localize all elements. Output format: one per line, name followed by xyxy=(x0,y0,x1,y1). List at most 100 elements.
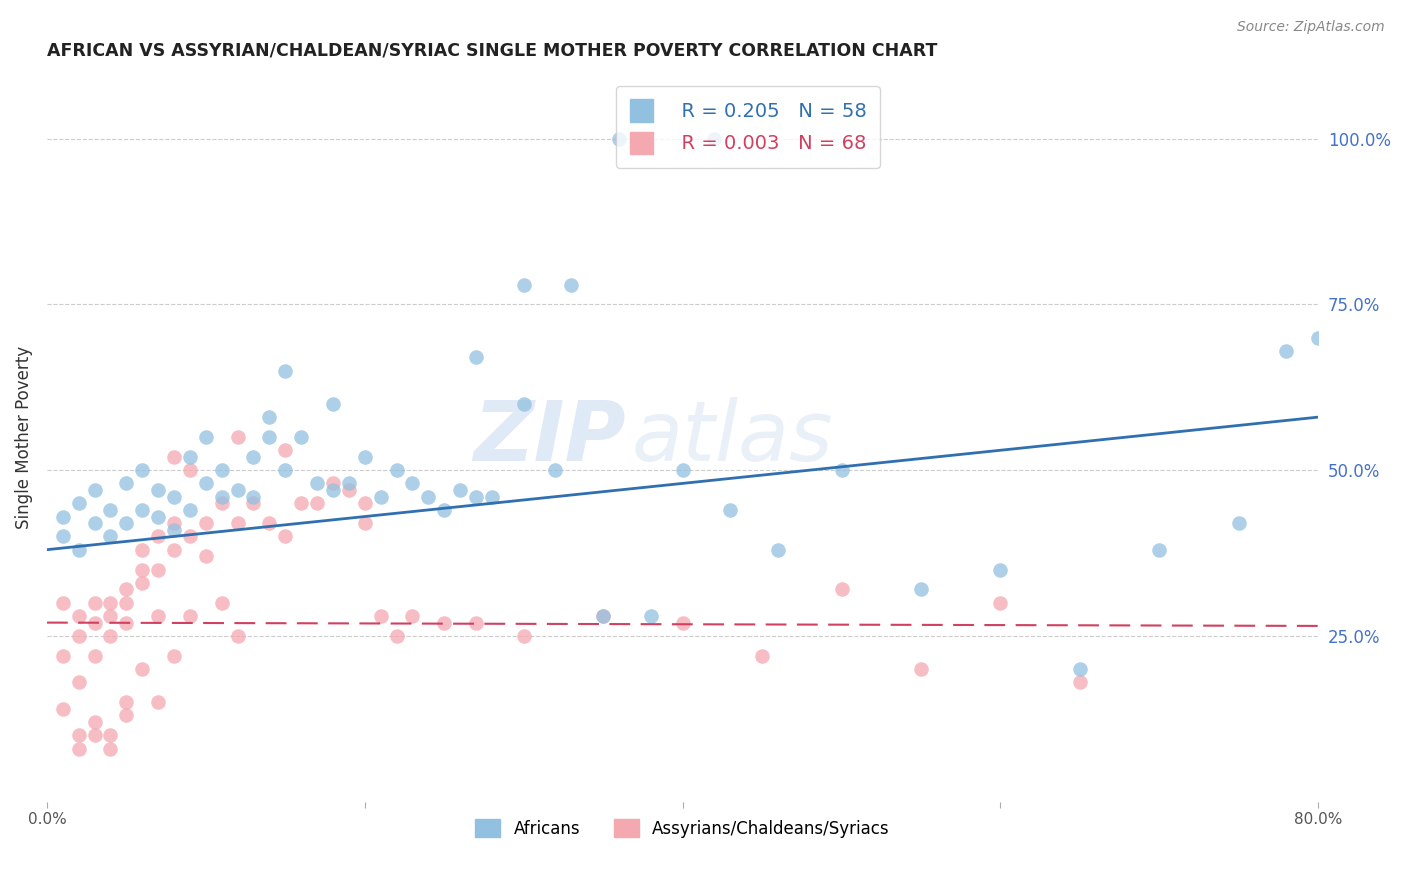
Point xyxy=(1227,516,1250,531)
Point xyxy=(131,575,153,590)
Point xyxy=(179,450,201,464)
Point xyxy=(211,463,233,477)
Point xyxy=(274,529,297,543)
Point xyxy=(242,490,264,504)
Point xyxy=(146,695,169,709)
Point xyxy=(179,503,201,517)
Point xyxy=(751,648,773,663)
Point xyxy=(290,430,312,444)
Point xyxy=(449,483,471,497)
Point xyxy=(370,490,392,504)
Point xyxy=(226,516,249,531)
Point xyxy=(67,496,90,510)
Point xyxy=(703,132,725,146)
Point xyxy=(179,609,201,624)
Point xyxy=(179,529,201,543)
Point xyxy=(146,529,169,543)
Point xyxy=(115,695,138,709)
Point xyxy=(131,542,153,557)
Point xyxy=(1069,662,1091,676)
Point xyxy=(163,542,186,557)
Point xyxy=(194,430,217,444)
Point xyxy=(433,615,456,630)
Point xyxy=(1308,330,1330,344)
Point xyxy=(194,516,217,531)
Point xyxy=(146,563,169,577)
Point xyxy=(131,463,153,477)
Point xyxy=(1275,343,1298,358)
Point xyxy=(83,483,105,497)
Point xyxy=(337,476,360,491)
Point xyxy=(353,450,375,464)
Point xyxy=(100,741,122,756)
Point xyxy=(115,582,138,597)
Point xyxy=(322,483,344,497)
Point xyxy=(607,132,630,146)
Point xyxy=(226,430,249,444)
Point xyxy=(83,728,105,742)
Point xyxy=(401,476,423,491)
Point xyxy=(290,496,312,510)
Point xyxy=(560,277,582,292)
Point xyxy=(592,609,614,624)
Point xyxy=(163,490,186,504)
Point xyxy=(465,351,488,365)
Point xyxy=(100,503,122,517)
Point xyxy=(512,629,534,643)
Text: atlas: atlas xyxy=(631,397,834,477)
Point xyxy=(1149,542,1171,557)
Point xyxy=(131,662,153,676)
Point xyxy=(131,503,153,517)
Point xyxy=(100,629,122,643)
Point xyxy=(211,490,233,504)
Point xyxy=(115,516,138,531)
Point xyxy=(83,648,105,663)
Point xyxy=(544,463,567,477)
Point xyxy=(259,410,281,425)
Point xyxy=(401,609,423,624)
Point xyxy=(211,596,233,610)
Point xyxy=(418,490,440,504)
Point xyxy=(131,563,153,577)
Point xyxy=(100,529,122,543)
Legend: Africans, Assyrians/Chaldeans/Syriacs: Africans, Assyrians/Chaldeans/Syriacs xyxy=(468,813,897,845)
Text: AFRICAN VS ASSYRIAN/CHALDEAN/SYRIAC SINGLE MOTHER POVERTY CORRELATION CHART: AFRICAN VS ASSYRIAN/CHALDEAN/SYRIAC SING… xyxy=(46,42,938,60)
Point xyxy=(163,648,186,663)
Point xyxy=(163,450,186,464)
Text: ZIP: ZIP xyxy=(472,397,626,477)
Point xyxy=(83,615,105,630)
Point xyxy=(718,503,741,517)
Point xyxy=(163,516,186,531)
Point xyxy=(259,516,281,531)
Point xyxy=(242,496,264,510)
Point xyxy=(481,490,503,504)
Point xyxy=(831,463,853,477)
Point xyxy=(990,596,1012,610)
Point xyxy=(179,463,201,477)
Point xyxy=(52,509,75,524)
Point xyxy=(910,662,932,676)
Point xyxy=(211,496,233,510)
Point xyxy=(1069,675,1091,690)
Point xyxy=(194,476,217,491)
Point xyxy=(512,277,534,292)
Point xyxy=(226,483,249,497)
Point xyxy=(512,397,534,411)
Point xyxy=(67,609,90,624)
Point xyxy=(766,542,789,557)
Point xyxy=(67,741,90,756)
Point xyxy=(100,596,122,610)
Point xyxy=(385,629,408,643)
Point xyxy=(910,582,932,597)
Point xyxy=(592,609,614,624)
Text: Source: ZipAtlas.com: Source: ZipAtlas.com xyxy=(1237,20,1385,34)
Point xyxy=(242,450,264,464)
Point xyxy=(274,463,297,477)
Point xyxy=(337,483,360,497)
Point xyxy=(322,397,344,411)
Point xyxy=(259,430,281,444)
Point xyxy=(146,609,169,624)
Point xyxy=(194,549,217,564)
Point xyxy=(831,582,853,597)
Point xyxy=(433,503,456,517)
